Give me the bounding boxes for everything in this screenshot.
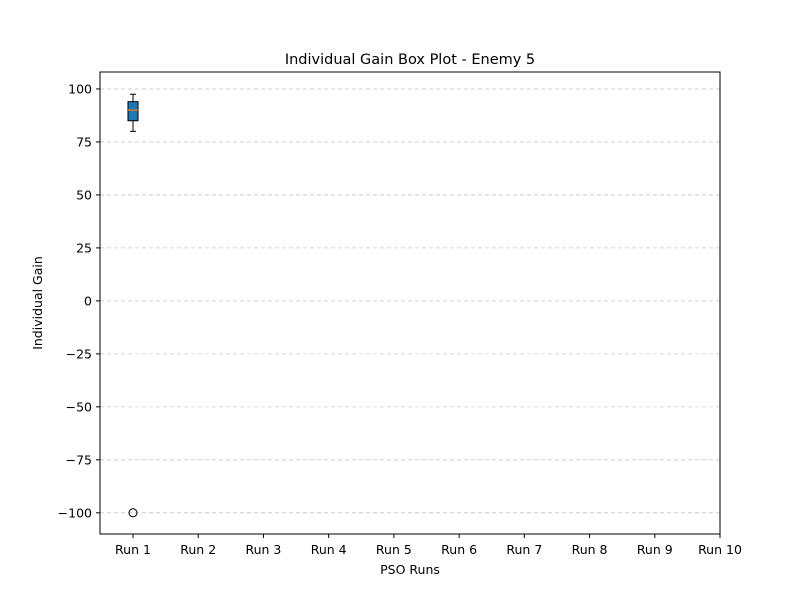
chart-title: Individual Gain Box Plot - Enemy 5 (285, 52, 535, 68)
x-tick-label: Run 1 (115, 542, 151, 557)
x-tick-label: Run 10 (698, 542, 742, 557)
x-tick-label: Run 4 (311, 542, 347, 557)
y-tick-label: 75 (76, 134, 92, 149)
x-tick-label: Run 5 (376, 542, 412, 557)
y-tick-label: −50 (66, 399, 92, 414)
y-tick-label: −75 (66, 452, 92, 467)
box-run-1 (127, 93, 139, 518)
y-tick-label: 25 (76, 240, 92, 255)
y-gridlines (100, 88, 720, 514)
plot-area-frame (99, 71, 721, 535)
x-tick-label: Run 3 (245, 542, 281, 557)
box-series (127, 93, 139, 518)
x-axis-ticks: Run 1 Run 2 Run 3 Run 4 Run 5 Run 6 Run 7 Run 8… (115, 534, 742, 557)
y-tick-label: 50 (76, 187, 92, 202)
x-axis-label: PSO Runs (380, 562, 440, 577)
x-tick-label: Run 7 (506, 542, 542, 557)
x-tick-label: Run 6 (441, 542, 477, 557)
interquartile-box (127, 101, 139, 122)
y-axis-ticks: −100 −75 −50 −25 0 25 50 75 100 (58, 81, 100, 520)
x-tick-label: Run 2 (180, 542, 216, 557)
y-tick-label: 100 (68, 81, 92, 96)
y-axis-label: Individual Gain (30, 256, 45, 350)
x-tick-label: Run 8 (572, 542, 608, 557)
y-tick-label: −25 (66, 346, 92, 361)
y-tick-label: 0 (84, 293, 92, 308)
y-tick-label: −100 (58, 505, 92, 520)
x-tick-label: Run 9 (637, 542, 673, 557)
outlier-point (128, 508, 138, 518)
